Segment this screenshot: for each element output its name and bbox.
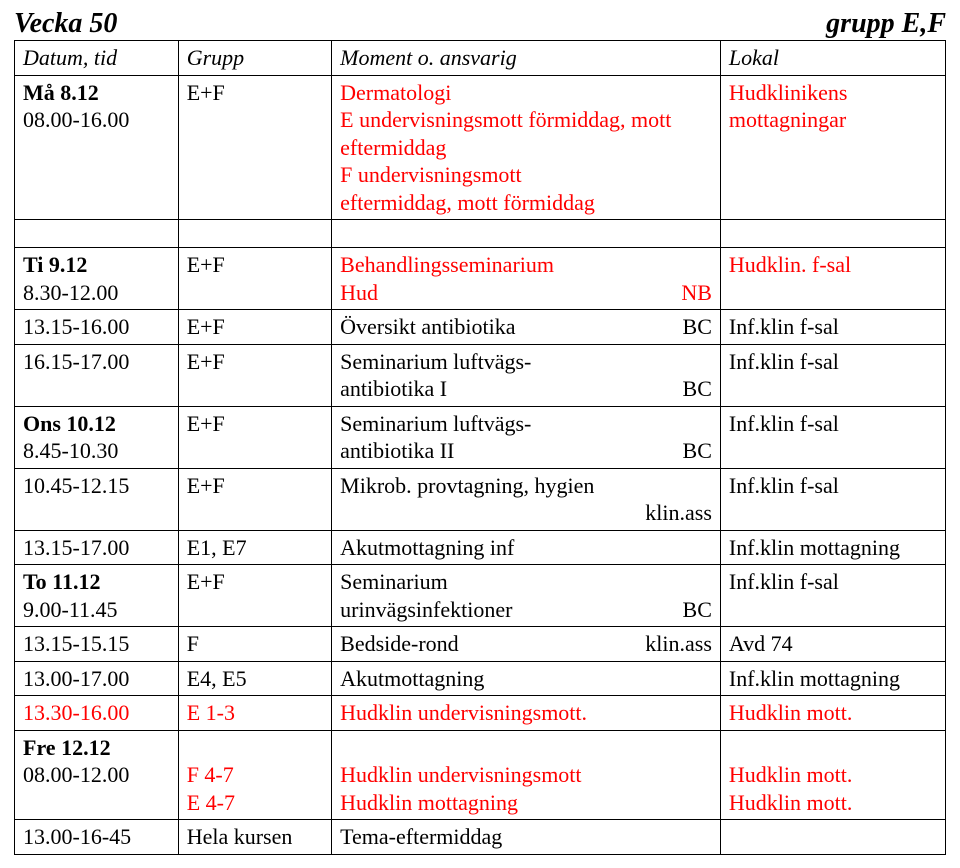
cell-grupp: E+F — [178, 468, 331, 530]
cell-grupp: E+F — [178, 406, 331, 468]
table-row: Fre 12.1208.00-12.00 F 4-7E 4-7 Hudklin … — [15, 730, 946, 820]
schedule-table: Datum, tid Grupp Moment o. ansvarig Loka… — [14, 40, 946, 855]
cell-lokal: Inf.klin f-sal — [720, 565, 945, 627]
table-row: 13.30-16.00E 1-3Hudklin undervisningsmot… — [15, 696, 946, 731]
cell-grupp: E+F — [178, 248, 331, 310]
table-row: 13.15-16.00E+FÖversikt antibiotikaBCInf.… — [15, 310, 946, 345]
cell-grupp: E1, E7 — [178, 530, 331, 565]
cell-grupp: Hela kursen — [178, 820, 331, 855]
cell-lokal: Hudklin. f-sal — [720, 248, 945, 310]
cell-moment: Seminarium luftvägs-antibiotika IIBC — [332, 406, 721, 468]
table-row: 10.45-12.15E+FMikrob. provtagning, hygie… — [15, 468, 946, 530]
cell-datum: 13.00-17.00 — [15, 661, 179, 696]
cell-lokal: Hudklin mott.Hudklin mott. — [720, 730, 945, 820]
table-header-row: Datum, tid Grupp Moment o. ansvarig Loka… — [15, 41, 946, 76]
table-row: 16.15-17.00E+FSeminarium luftvägs-antibi… — [15, 344, 946, 406]
cell-lokal: Avd 74 — [720, 627, 945, 662]
table-row: Ons 10.128.45-10.30E+FSeminarium luftväg… — [15, 406, 946, 468]
table-row: To 11.129.00-11.45E+FSeminariumurinvägsi… — [15, 565, 946, 627]
cell-lokal: Hudklinikensmottagningar — [720, 75, 945, 220]
cell-moment: Hudklin undervisningsmott. — [332, 696, 721, 731]
cell-lokal: Inf.klin f-sal — [720, 468, 945, 530]
cell-lokal: Inf.klin f-sal — [720, 310, 945, 345]
cell-lokal: Hudklin mott. — [720, 696, 945, 731]
cell-datum: Må 8.1208.00-16.00 — [15, 75, 179, 220]
table-row: 13.15-15.15FBedside-rondklin.assAvd 74 — [15, 627, 946, 662]
cell-datum: 13.15-17.00 — [15, 530, 179, 565]
cell-datum: 13.00-16-45 — [15, 820, 179, 855]
cell-datum: Fre 12.1208.00-12.00 — [15, 730, 179, 820]
table-row — [15, 220, 946, 248]
table-row: 13.00-16-45Hela kursenTema-eftermiddag — [15, 820, 946, 855]
cell-grupp: E+F — [178, 75, 331, 220]
header-right: grupp E,F — [826, 8, 946, 40]
cell-moment: Tema-eftermiddag — [332, 820, 721, 855]
col-header-grupp: Grupp — [178, 41, 331, 76]
cell-lokal — [720, 820, 945, 855]
cell-lokal: Inf.klin f-sal — [720, 344, 945, 406]
col-header-lokal: Lokal — [720, 41, 945, 76]
cell-grupp: E+F — [178, 310, 331, 345]
page-header: Vecka 50 grupp E,F — [14, 8, 946, 40]
cell-datum: 16.15-17.00 — [15, 344, 179, 406]
col-header-moment: Moment o. ansvarig — [332, 41, 721, 76]
cell-grupp: F 4-7E 4-7 — [178, 730, 331, 820]
cell-datum: Ons 10.128.45-10.30 — [15, 406, 179, 468]
header-left: Vecka 50 — [14, 8, 117, 40]
table-row: 13.15-17.00E1, E7Akutmottagning infInf.k… — [15, 530, 946, 565]
cell-lokal: Inf.klin mottagning — [720, 661, 945, 696]
cell-datum: 13.30-16.00 — [15, 696, 179, 731]
cell-grupp: E4, E5 — [178, 661, 331, 696]
cell-moment: Översikt antibiotikaBC — [332, 310, 721, 345]
cell-moment: Behandlingsseminarium HudNB — [332, 248, 721, 310]
cell-moment: Bedside-rondklin.ass — [332, 627, 721, 662]
cell-lokal: Inf.klin mottagning — [720, 530, 945, 565]
spacer-cell — [178, 220, 331, 248]
cell-moment: Seminarium luftvägs-antibiotika IBC — [332, 344, 721, 406]
col-header-datum: Datum, tid — [15, 41, 179, 76]
spacer-cell — [15, 220, 179, 248]
table-row: Må 8.1208.00-16.00E+FDermatologiE underv… — [15, 75, 946, 220]
table-row: Ti 9.128.30-12.00E+FBehandlingsseminariu… — [15, 248, 946, 310]
cell-lokal: Inf.klin f-sal — [720, 406, 945, 468]
cell-datum: 13.15-15.15 — [15, 627, 179, 662]
cell-grupp: E+F — [178, 344, 331, 406]
cell-grupp: E+F — [178, 565, 331, 627]
cell-moment: Mikrob. provtagning, hygienklin.ass — [332, 468, 721, 530]
cell-datum: To 11.129.00-11.45 — [15, 565, 179, 627]
cell-grupp: E 1-3 — [178, 696, 331, 731]
cell-datum: Ti 9.128.30-12.00 — [15, 248, 179, 310]
cell-grupp: F — [178, 627, 331, 662]
cell-moment: Akutmottagning inf — [332, 530, 721, 565]
cell-datum: 10.45-12.15 — [15, 468, 179, 530]
cell-moment: Akutmottagning — [332, 661, 721, 696]
spacer-cell — [720, 220, 945, 248]
cell-datum: 13.15-16.00 — [15, 310, 179, 345]
table-row: 13.00-17.00E4, E5AkutmottagningInf.klin … — [15, 661, 946, 696]
cell-moment: SeminariumurinvägsinfektionerBC — [332, 565, 721, 627]
spacer-cell — [332, 220, 721, 248]
cell-moment: Hudklin undervisningsmottHudklin mottagn… — [332, 730, 721, 820]
cell-moment: DermatologiE undervisningsmott förmiddag… — [332, 75, 721, 220]
